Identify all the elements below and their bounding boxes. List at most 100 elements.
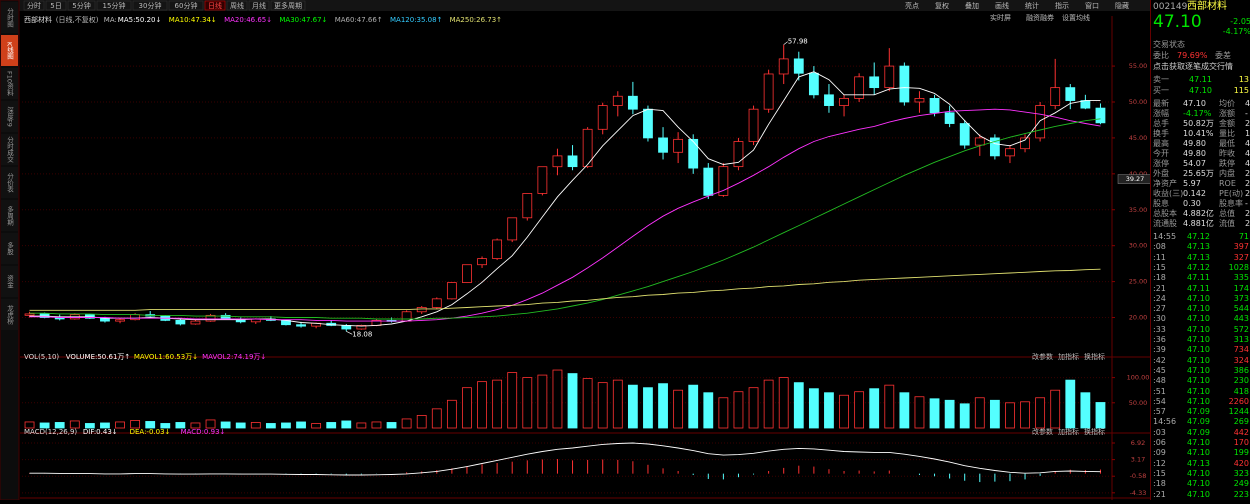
sidebar-label[interactable]: K线图	[6, 42, 14, 60]
period-tab[interactable]	[96, 0, 132, 11]
tool-button[interactable]: 窗口	[1085, 1, 1099, 10]
sidebar-label[interactable]: F10资料	[6, 71, 14, 97]
link[interactable]: 点击获取逐笔成交行情	[1153, 62, 1250, 72]
sub-tool[interactable]: 实时屏	[990, 13, 1011, 22]
sidebar-tab[interactable]	[1, 35, 18, 66]
text-field: 卖一	[1153, 75, 1169, 84]
sidebar-tab[interactable]	[1, 167, 18, 198]
tick-row: :57 47.09 1244	[1153, 407, 1250, 417]
sidebar-label[interactable]: 分时图	[6, 6, 14, 28]
candle-body	[1005, 148, 1015, 157]
sidebar-label[interactable]: 多股	[6, 241, 14, 256]
sidebar-label[interactable]: 分时成交	[6, 135, 14, 164]
legend-entry: MACD:0.93↓	[181, 428, 226, 436]
sub-tool[interactable]: 设置均线	[1062, 13, 1090, 22]
text-field: 572	[1233, 324, 1249, 334]
tool-button[interactable]: 统计	[1025, 1, 1039, 10]
period-label[interactable]: 5分钟	[72, 1, 90, 10]
pane-control[interactable]: 改参数	[1032, 352, 1053, 361]
period-tab[interactable]	[270, 0, 306, 11]
text-field: 4	[1245, 159, 1250, 168]
period-label[interactable]: 月线	[252, 1, 266, 10]
period-label[interactable]: 60分钟	[175, 1, 198, 10]
candle-body	[115, 319, 125, 322]
text-field: 47.12	[1187, 232, 1210, 241]
pane-control[interactable]: 改参数	[1032, 427, 1053, 436]
period-label[interactable]: 分时	[27, 1, 41, 10]
text-field: 47.10	[1187, 376, 1210, 386]
sidebar-tab[interactable]	[1, 233, 18, 264]
period-tab[interactable]	[204, 0, 226, 11]
y-tick-label: 100.00	[1127, 374, 1150, 382]
volume-bar	[341, 420, 352, 429]
sidebar-tab[interactable]	[1, 200, 18, 231]
text-field: :48	[1153, 376, 1166, 386]
sidebar-tab[interactable]	[1, 299, 18, 330]
pane-control[interactable]: 加指标	[1058, 352, 1079, 361]
tool-button[interactable]: 叠加	[965, 1, 979, 10]
period-tab[interactable]	[67, 0, 96, 11]
tool-button[interactable]: 亮点	[905, 1, 919, 10]
candle-body	[1080, 100, 1091, 109]
sidebar-label[interactable]: 资金	[6, 274, 14, 289]
tool-button[interactable]: 复权	[935, 1, 949, 10]
text-field: 均价	[1219, 99, 1235, 108]
candle-body	[688, 138, 699, 169]
text-field: 54.07	[1183, 159, 1206, 168]
period-label[interactable]: 15分钟	[103, 1, 126, 10]
tool-button[interactable]: 指示	[1055, 1, 1069, 10]
text-field: 2	[1245, 179, 1250, 188]
text-field: 229	[1245, 219, 1250, 228]
text-field: 2260	[1228, 396, 1249, 406]
sidebar-label[interactable]: 分价表	[6, 171, 14, 193]
legend-entry: MA250:26.73↑	[450, 16, 502, 24]
period-label[interactable]: 更多周期	[274, 1, 302, 10]
period-tab[interactable]	[168, 0, 204, 11]
tool-button[interactable]: 隐藏	[1115, 1, 1129, 10]
text-field: 14:56	[1153, 417, 1177, 427]
pane-control[interactable]: 换指标	[1084, 427, 1105, 436]
candle-body	[612, 95, 623, 106]
text-field: :06	[1153, 438, 1166, 447]
sidebar-tab[interactable]	[1, 68, 18, 99]
text-field: 外盘	[1153, 169, 1169, 178]
candle-body	[130, 314, 141, 321]
pane-control[interactable]: 换指标	[1084, 352, 1105, 361]
sidebar-label[interactable]: 多周期	[6, 204, 14, 226]
period-tab[interactable]	[132, 0, 168, 11]
text-field: 14:55	[1153, 232, 1177, 241]
text-field: 47.10	[1187, 396, 1210, 406]
sidebar-tab[interactable]	[1, 134, 18, 165]
sidebar-tab[interactable]	[1, 101, 18, 132]
period-label[interactable]: 5日	[50, 2, 61, 10]
sub-tool[interactable]: 融资融券	[1026, 13, 1054, 22]
tool-button[interactable]: 画线	[995, 1, 1009, 10]
sidebar-tab[interactable]	[1, 2, 18, 33]
period-label[interactable]: 周线	[230, 1, 244, 10]
text-field: :42	[1153, 355, 1166, 365]
volume-bar	[175, 422, 186, 429]
pane-control[interactable]: 加指标	[1058, 427, 1079, 436]
sidebar-tab[interactable]	[1, 266, 18, 297]
candle-body	[733, 141, 744, 168]
period-tab[interactable]	[248, 0, 270, 11]
text-field: 金额	[1219, 119, 1235, 128]
volume-bar	[1020, 401, 1030, 429]
period-label[interactable]: 30分钟	[139, 1, 162, 10]
volume-bar	[673, 389, 684, 429]
period-tab[interactable]	[226, 0, 248, 11]
volume-bar	[643, 387, 653, 429]
tick-row: :09 47.10 199	[1153, 448, 1250, 458]
legend-title: MA:	[104, 16, 117, 24]
volume-bar	[356, 422, 367, 429]
period-tab[interactable]	[23, 0, 45, 11]
text-field: 今开	[1153, 149, 1169, 158]
period-label[interactable]: 日线	[208, 1, 222, 10]
text-field: 443	[1233, 314, 1249, 324]
sidebar-label[interactable]: 深度F9	[6, 105, 14, 127]
tick-row: :45 47.10 386	[1153, 366, 1250, 376]
text-field: 373	[1233, 293, 1249, 303]
period-tab[interactable]	[45, 0, 67, 11]
candle-body	[854, 76, 865, 99]
sidebar-label[interactable]: 龙虎榜	[6, 303, 14, 325]
